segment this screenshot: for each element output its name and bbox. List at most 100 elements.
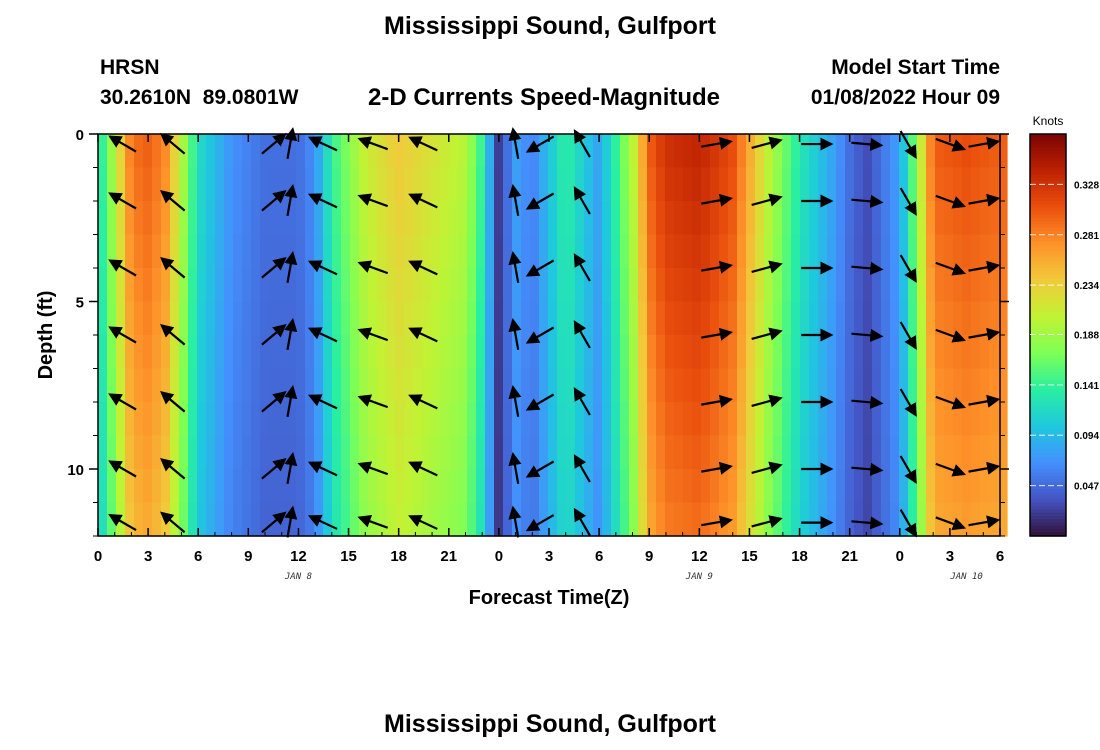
heatmap-cell bbox=[404, 335, 414, 370]
colorbar-segment bbox=[1030, 298, 1066, 303]
heatmap-cell bbox=[998, 268, 1008, 303]
colorbar-segment bbox=[1030, 174, 1066, 179]
heatmap-cell bbox=[611, 469, 621, 504]
heatmap-cell bbox=[647, 201, 657, 236]
heatmap-cell bbox=[782, 368, 792, 403]
heatmap-cell bbox=[260, 368, 270, 403]
heatmap-cell bbox=[296, 469, 306, 504]
heatmap-cell bbox=[125, 502, 135, 537]
colorbar-segment bbox=[1030, 442, 1066, 447]
heatmap-cell bbox=[638, 301, 648, 336]
heatmap-cell bbox=[476, 502, 486, 537]
colorbar-segment bbox=[1030, 214, 1066, 219]
heatmap-cell bbox=[350, 402, 360, 437]
heatmap-cell bbox=[413, 368, 423, 403]
heatmap-cell bbox=[152, 335, 162, 370]
heatmap-cell bbox=[881, 435, 891, 470]
heatmap-cell bbox=[890, 368, 900, 403]
heatmap-cell bbox=[566, 469, 576, 504]
heatmap-cell bbox=[449, 234, 459, 269]
heatmap-cell bbox=[800, 134, 810, 169]
heatmap-cell bbox=[827, 502, 837, 537]
current-vector bbox=[108, 326, 137, 344]
heatmap-cell bbox=[890, 201, 900, 236]
heatmap-cell bbox=[161, 469, 171, 504]
heatmap-cell bbox=[656, 402, 666, 437]
heatmap-cell bbox=[395, 435, 405, 470]
heatmap-cell bbox=[701, 502, 711, 537]
heatmap-cell bbox=[827, 335, 837, 370]
heatmap-cell bbox=[458, 469, 468, 504]
heatmap-cell bbox=[962, 201, 972, 236]
heatmap-cell bbox=[143, 234, 153, 269]
colorbar-segment bbox=[1030, 134, 1066, 138]
heatmap-cell bbox=[377, 167, 387, 202]
heatmap-cell bbox=[485, 301, 495, 336]
heatmap-cell bbox=[404, 134, 414, 169]
heatmap-cell bbox=[233, 134, 243, 169]
heatmap-cell bbox=[620, 301, 630, 336]
heatmap-cell bbox=[368, 368, 378, 403]
heatmap-cell bbox=[413, 469, 423, 504]
heatmap-cell bbox=[503, 268, 513, 303]
heatmap-cell bbox=[269, 167, 279, 202]
heatmap-cell bbox=[701, 268, 711, 303]
heatmap-cell bbox=[899, 469, 909, 504]
heatmap-cell bbox=[899, 301, 909, 336]
heatmap-cell bbox=[143, 502, 153, 537]
heatmap-cell bbox=[746, 201, 756, 236]
heatmap-cell bbox=[692, 435, 702, 470]
heatmap-cell bbox=[242, 167, 252, 202]
heatmap-cell bbox=[548, 335, 558, 370]
heatmap-cell bbox=[206, 234, 216, 269]
heatmap-cell bbox=[881, 335, 891, 370]
heatmap-cell bbox=[377, 368, 387, 403]
heatmap-cell bbox=[728, 167, 738, 202]
heatmap-cell bbox=[620, 335, 630, 370]
heatmap-cell bbox=[665, 402, 675, 437]
heatmap-cell bbox=[827, 469, 837, 504]
heatmap-cell bbox=[764, 469, 774, 504]
heatmap-cell bbox=[845, 268, 855, 303]
heatmap-cell bbox=[809, 335, 819, 370]
heatmap-cell bbox=[719, 201, 729, 236]
heatmap-cell bbox=[809, 301, 819, 336]
heatmap-cell bbox=[278, 335, 288, 370]
heatmap-cell bbox=[593, 268, 603, 303]
heatmap-cell bbox=[629, 167, 639, 202]
heatmap-cell bbox=[197, 201, 207, 236]
heatmap-cell bbox=[755, 201, 765, 236]
current-vector bbox=[261, 132, 287, 155]
heatmap-cell bbox=[395, 368, 405, 403]
heatmap-cell bbox=[206, 368, 216, 403]
heatmap-cell bbox=[791, 201, 801, 236]
heatmap-cell bbox=[872, 335, 882, 370]
heatmap-cell bbox=[971, 368, 981, 403]
heatmap-cell bbox=[260, 268, 270, 303]
heatmap-cell bbox=[701, 402, 711, 437]
heatmap-cell bbox=[980, 301, 990, 336]
model-start-label: Model Start Time bbox=[831, 56, 1000, 79]
colorbar-segment bbox=[1030, 465, 1066, 470]
heatmap-cell bbox=[395, 268, 405, 303]
heatmap-cell bbox=[710, 134, 720, 169]
heatmap-cell bbox=[584, 335, 594, 370]
heatmap-cell bbox=[845, 502, 855, 537]
heatmap-cell bbox=[431, 201, 441, 236]
heatmap-cell bbox=[764, 368, 774, 403]
heatmap-cell bbox=[755, 134, 765, 169]
heatmap-cell bbox=[647, 301, 657, 336]
colorbar-title: Knots bbox=[1033, 114, 1064, 128]
heatmap-cell bbox=[764, 502, 774, 537]
colorbar-segment bbox=[1030, 160, 1066, 165]
heatmap-cell bbox=[179, 469, 189, 504]
heatmap-cell bbox=[107, 268, 117, 303]
current-vector bbox=[573, 387, 591, 416]
heatmap-cell bbox=[863, 402, 873, 437]
heatmap-cell bbox=[602, 435, 612, 470]
heatmap-cell bbox=[926, 167, 936, 202]
heatmap-cell bbox=[332, 368, 342, 403]
heatmap-cell bbox=[269, 268, 279, 303]
x-tick-label: 18 bbox=[390, 548, 407, 565]
heatmap-cell bbox=[917, 268, 927, 303]
